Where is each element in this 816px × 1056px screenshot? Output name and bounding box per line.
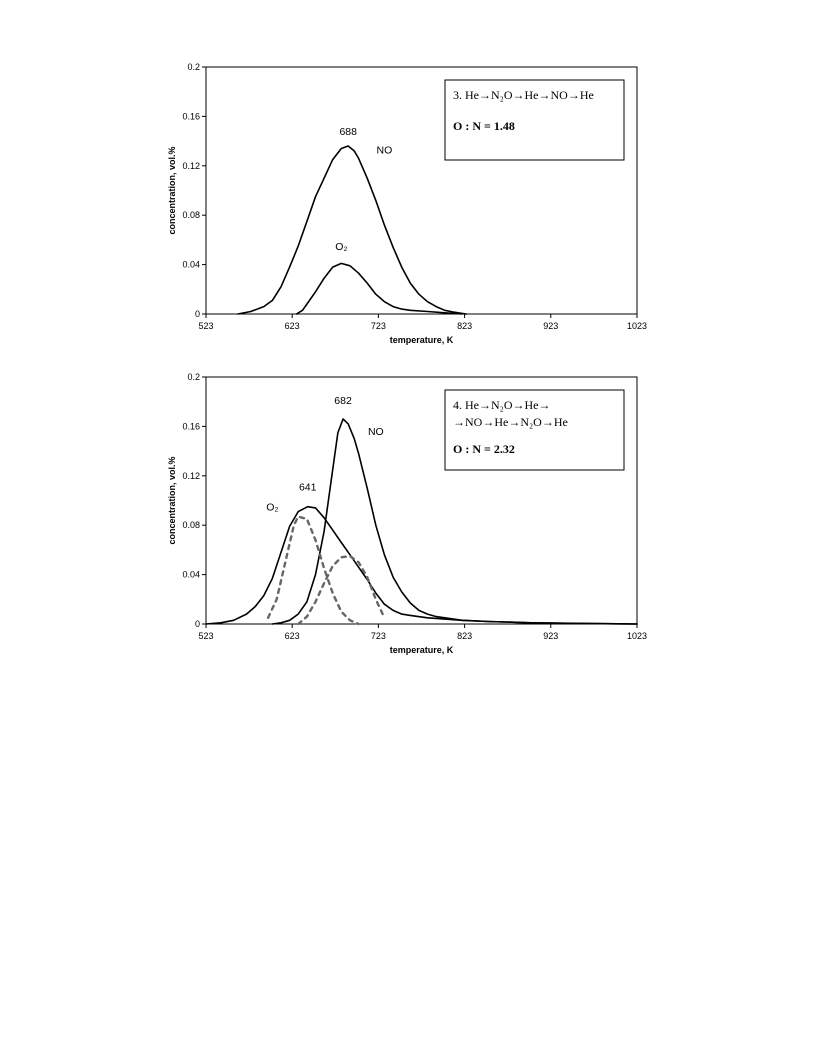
y-tick-label: 0.04 — [182, 570, 200, 580]
chart-2: 523 623 723 823 923 1023 0 0.04 0.08 0.12 0.16 0.2 t… — [0, 365, 816, 665]
chart-1-svg: 523 623 723 823 923 1023 0 0.04 0.08 0.12 0.16 0.2 t… — [167, 62, 647, 345]
chart-2-svg: 523 623 723 823 923 1023 0 0.04 0.08 0.12 0.16 0.2 t… — [167, 372, 647, 655]
series-line-1 — [205, 505, 638, 625]
x-tick-label: 723 — [371, 321, 386, 331]
x-tick-label: 923 — [543, 321, 558, 331]
x-tick-label: 823 — [457, 631, 472, 641]
series-line-0 — [237, 145, 468, 315]
y-tick-label: 0.04 — [182, 260, 200, 270]
legend-line-1: 3. He→N₂O→He→NO→He — [453, 88, 594, 102]
annotation-label: O₂ — [335, 241, 347, 253]
y-tick-label: 0.08 — [182, 210, 200, 220]
x-axis-title: temperature, K — [390, 335, 454, 345]
y-tick-label: 0.2 — [187, 62, 200, 72]
series-line-3 — [297, 554, 386, 626]
annotation-label: NO — [377, 144, 393, 156]
y-axis-title: concentration, vol.% — [167, 146, 177, 234]
x-tick-label: 723 — [371, 631, 386, 641]
y-tick-label: 0.08 — [182, 520, 200, 530]
x-tick-label: 623 — [285, 631, 300, 641]
x-tick-label: 1023 — [627, 631, 647, 641]
legend-box — [444, 389, 625, 471]
legend-box — [444, 79, 625, 161]
y-tick-label: 0.2 — [187, 372, 200, 382]
x-tick-label: 623 — [285, 321, 300, 331]
y-tick-label: 0.12 — [182, 161, 200, 171]
y-axis-title: concentration, vol.% — [167, 456, 177, 544]
chart-1: 523 623 723 823 923 1023 0 0.04 0.08 0.12 0.16 0.2 t… — [0, 55, 816, 355]
annotation-label: NO — [368, 426, 384, 438]
x-tick-label: 1023 — [627, 321, 647, 331]
legend-ratio: O : N = 2.32 — [453, 442, 515, 456]
x-tick-label: 923 — [543, 631, 558, 641]
plot-area — [205, 376, 638, 625]
annotation-label: 682 — [334, 395, 352, 407]
annotation-label: O₂ — [266, 501, 278, 513]
y-tick-label: 0.16 — [182, 111, 200, 121]
series-line-1 — [295, 262, 463, 315]
annotation-label: 641 — [299, 482, 317, 494]
y-tick-label: 0 — [195, 309, 200, 319]
x-tick-label: 823 — [457, 321, 472, 331]
x-tick-label: 523 — [198, 321, 213, 331]
legend-line-1: 4. He→N₂O→He→ — [453, 398, 551, 412]
x-axis-title: temperature, K — [390, 645, 454, 655]
plot-area — [205, 66, 638, 315]
legend-line-2: →NO→He→N₂O→He — [453, 415, 568, 429]
x-tick-label: 523 — [198, 631, 213, 641]
annotation-label: 688 — [339, 126, 357, 138]
y-tick-label: 0 — [195, 619, 200, 629]
y-tick-label: 0.12 — [182, 471, 200, 481]
legend-ratio: O : N = 1.48 — [453, 119, 515, 133]
y-tick-label: 0.16 — [182, 421, 200, 431]
series-line-2 — [266, 515, 360, 626]
